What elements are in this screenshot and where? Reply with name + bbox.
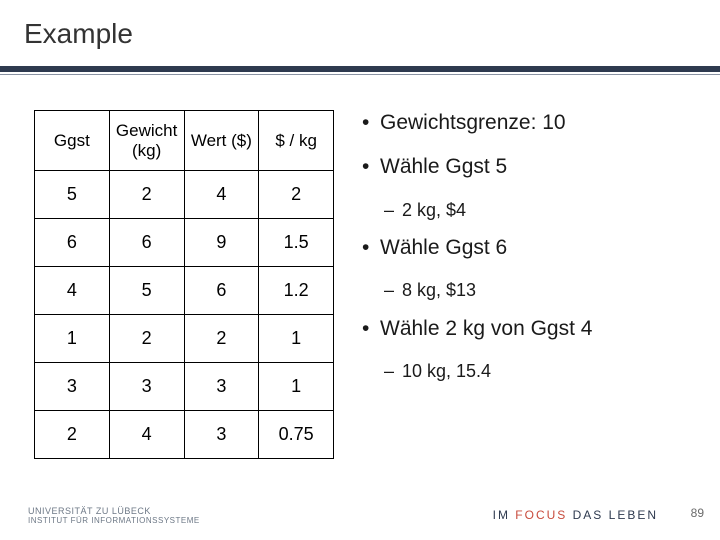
col-rate: $ / kg <box>259 111 334 171</box>
table-row: 1 2 2 1 <box>35 315 334 363</box>
bullet-list: Gewichtsgrenze: 10 Wähle Ggst 5 2 kg, $4… <box>362 110 694 459</box>
cell: 4 <box>109 411 184 459</box>
slide: Example Ggst Gewicht (kg) Wert ($) $ / k… <box>0 0 720 540</box>
cell: 6 <box>184 267 259 315</box>
col-wert: Wert ($) <box>184 111 259 171</box>
page-number: 89 <box>691 506 704 520</box>
col-gewicht: Gewicht (kg) <box>109 111 184 171</box>
table-row: 4 5 6 1.2 <box>35 267 334 315</box>
cell: 2 <box>184 315 259 363</box>
cell: 3 <box>184 411 259 459</box>
cell: 5 <box>109 267 184 315</box>
content-area: Ggst Gewicht (kg) Wert ($) $ / kg 5 2 4 … <box>34 110 694 459</box>
tagline-post: DAS LEBEN <box>567 508 658 522</box>
table-row: 5 2 4 2 <box>35 171 334 219</box>
footer-institution: UNIVERSITÄT ZU LÜBECK INSTITUT FÜR INFOR… <box>28 507 200 526</box>
table-row: 3 3 3 1 <box>35 363 334 411</box>
cell: 2 <box>109 315 184 363</box>
table-row: 2 4 3 0.75 <box>35 411 334 459</box>
footer-inst: INSTITUT FÜR INFORMATIONSSYSTEME <box>28 516 200 525</box>
cell: 3 <box>35 363 110 411</box>
bullet-l1: Wähle Ggst 6 <box>362 235 694 261</box>
cell: 9 <box>184 219 259 267</box>
bullet-l1: Wähle 2 kg von Ggst 4 <box>362 316 694 342</box>
cell: 1 <box>259 315 334 363</box>
bullet-l1: Wähle Ggst 5 <box>362 154 694 180</box>
cell: 4 <box>35 267 110 315</box>
col-ggst: Ggst <box>35 111 110 171</box>
bullet-l2: 10 kg, 15.4 <box>362 360 694 383</box>
tagline-red: FOCUS <box>515 508 567 522</box>
tagline-pre: IM <box>493 508 516 522</box>
slide-footer: UNIVERSITÄT ZU LÜBECK INSTITUT FÜR INFOR… <box>0 500 720 530</box>
cell: 6 <box>35 219 110 267</box>
cell: 1.2 <box>259 267 334 315</box>
cell: 5 <box>35 171 110 219</box>
cell: 6 <box>109 219 184 267</box>
cell: 0.75 <box>259 411 334 459</box>
bullet-l2: 2 kg, $4 <box>362 199 694 222</box>
title-rule <box>0 66 720 72</box>
table-row: 6 6 9 1.5 <box>35 219 334 267</box>
bullet-l2: 8 kg, $13 <box>362 279 694 302</box>
cell: 2 <box>35 411 110 459</box>
cell: 1 <box>259 363 334 411</box>
footer-uni: UNIVERSITÄT ZU LÜBECK <box>28 506 151 516</box>
table-header-row: Ggst Gewicht (kg) Wert ($) $ / kg <box>35 111 334 171</box>
footer-tagline: IM FOCUS DAS LEBEN <box>493 508 658 522</box>
cell: 1 <box>35 315 110 363</box>
cell: 3 <box>109 363 184 411</box>
slide-title: Example <box>0 0 720 50</box>
cell: 3 <box>184 363 259 411</box>
title-rule-thin <box>0 74 720 75</box>
data-table: Ggst Gewicht (kg) Wert ($) $ / kg 5 2 4 … <box>34 110 334 459</box>
cell: 4 <box>184 171 259 219</box>
cell: 1.5 <box>259 219 334 267</box>
bullet-l1: Gewichtsgrenze: 10 <box>362 110 694 136</box>
cell: 2 <box>109 171 184 219</box>
cell: 2 <box>259 171 334 219</box>
